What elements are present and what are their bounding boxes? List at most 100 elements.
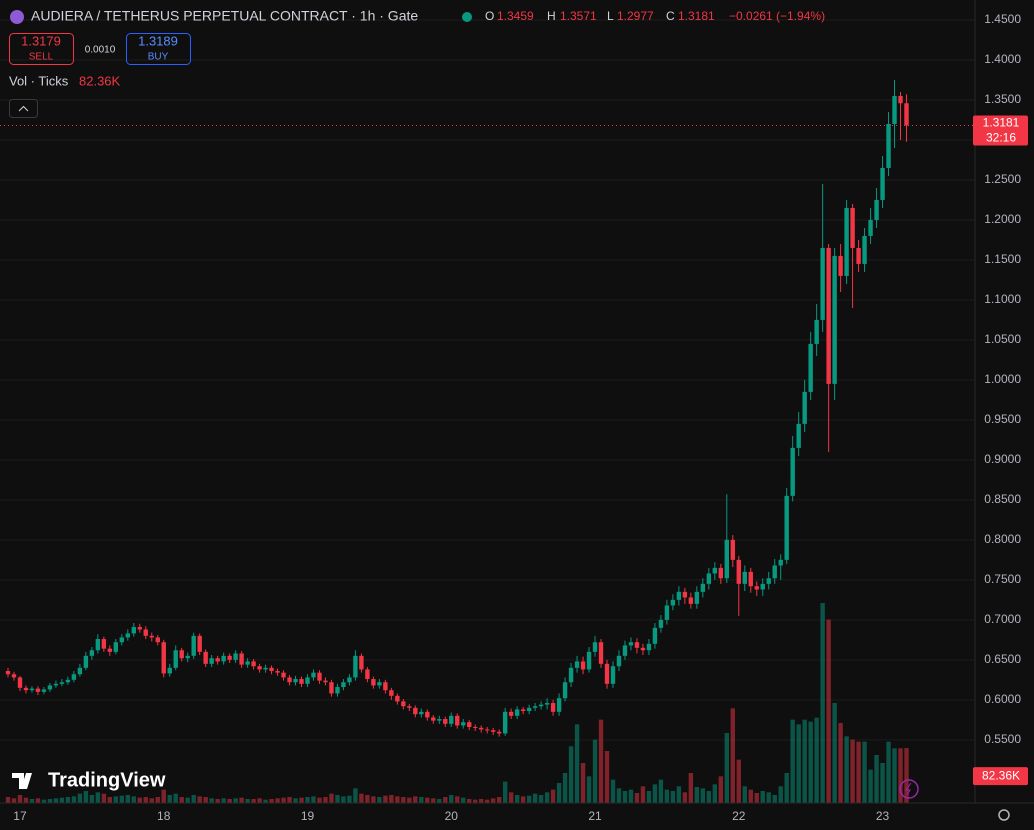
volume-value: 82.36K	[79, 73, 121, 88]
candle-body	[838, 255, 843, 276]
volume-bar	[407, 797, 412, 803]
volume-bar	[11, 798, 17, 803]
volume-bar	[143, 797, 148, 803]
candle-body	[161, 642, 166, 674]
candle-body	[41, 689, 47, 692]
candle-body	[724, 539, 729, 579]
volume-bar	[520, 796, 526, 803]
candle-body	[215, 658, 220, 662]
volume-indicator[interactable]: Vol · Ticks	[9, 73, 69, 88]
volume-bar	[514, 795, 520, 803]
candle-body	[35, 688, 41, 692]
volume-bar	[311, 796, 316, 803]
y-tick-label: 1.2000	[984, 212, 1021, 226]
candle-body	[850, 207, 855, 248]
candle-body	[592, 642, 598, 652]
candle-body	[652, 627, 658, 644]
candle-body	[155, 637, 160, 643]
candle-body	[401, 701, 406, 707]
candle-body	[53, 683, 59, 686]
volume-bar	[694, 787, 700, 803]
candle-body	[203, 651, 208, 664]
candle-body	[772, 565, 777, 579]
candle-body	[245, 661, 250, 665]
volume-bar	[784, 773, 789, 803]
volume-bar	[850, 739, 855, 803]
candle-body	[844, 207, 849, 276]
volume-bar	[305, 797, 310, 803]
countdown: 32:16	[986, 131, 1016, 145]
candle-body	[5, 671, 11, 675]
volume-bar	[155, 797, 160, 803]
x-tick-label: 21	[588, 809, 602, 823]
volume-bar	[353, 788, 358, 803]
volume-bar	[868, 769, 873, 803]
volume-bar	[131, 796, 136, 803]
volume-bar	[574, 724, 580, 803]
volume-bar	[664, 789, 670, 803]
candle-body	[610, 666, 616, 684]
sell-button[interactable]	[9, 33, 74, 65]
volume-bar	[377, 797, 382, 803]
volume-bar	[191, 795, 196, 803]
volume-bar	[586, 776, 592, 803]
brand-name: TradingView	[48, 769, 166, 791]
candle-body	[580, 661, 586, 670]
candle-body	[233, 653, 238, 660]
volume-bar	[676, 786, 682, 803]
candle-body	[490, 730, 496, 732]
candle-body	[407, 706, 412, 708]
candle-body	[131, 627, 136, 634]
candle-body	[790, 447, 795, 496]
symbol-title[interactable]: AUDIERA / TETHERUS PERPETUAL CONTRACT · …	[31, 8, 418, 24]
volume-bar	[718, 776, 724, 803]
last-price-tag	[973, 115, 1028, 146]
candle-body	[616, 655, 622, 667]
candle-body	[485, 729, 490, 731]
volume-bar	[898, 748, 903, 803]
volume-bar	[275, 798, 280, 803]
candle-body	[658, 619, 664, 628]
volume-bar	[562, 773, 568, 803]
candle-body	[329, 682, 334, 694]
volume-bar	[341, 796, 346, 803]
volume-bar	[838, 723, 843, 803]
volume-bar	[413, 796, 418, 803]
candle-body	[670, 599, 676, 606]
buy-button[interactable]	[126, 33, 191, 65]
alert-icon[interactable]	[899, 779, 919, 799]
volume-bar	[862, 741, 867, 803]
candle-body	[287, 677, 292, 683]
volume-bar	[179, 797, 184, 803]
volume-bar	[646, 791, 652, 803]
candle-body	[359, 655, 364, 670]
volume-bar	[604, 751, 610, 803]
candle-body	[496, 731, 502, 734]
volume-bar	[652, 784, 658, 803]
volume-bar	[467, 799, 472, 803]
volume-bar	[502, 781, 508, 803]
candle-body	[646, 643, 652, 651]
candle-body	[29, 688, 35, 691]
volume-bar	[742, 786, 747, 803]
collapse-button[interactable]	[9, 99, 38, 118]
candle-body	[11, 674, 17, 678]
volume-bar	[215, 799, 220, 803]
candle-body	[335, 687, 340, 694]
volume-bar	[227, 799, 232, 803]
volume-bar	[251, 799, 256, 803]
candle-body	[520, 709, 526, 712]
volume-bar	[35, 798, 41, 803]
volume-bar	[107, 797, 113, 803]
candle-body	[676, 591, 682, 600]
volume-bar	[461, 797, 466, 803]
candle-body	[832, 255, 837, 384]
volume-bar	[754, 793, 759, 803]
ohlc-value: 1.3181	[678, 9, 715, 23]
candle-body	[874, 199, 879, 220]
volume-bar	[808, 721, 813, 803]
candle-body	[305, 677, 310, 684]
settings-icon[interactable]	[998, 809, 1010, 821]
volume-bar	[455, 796, 460, 803]
y-tick-label: 0.7500	[984, 572, 1021, 586]
